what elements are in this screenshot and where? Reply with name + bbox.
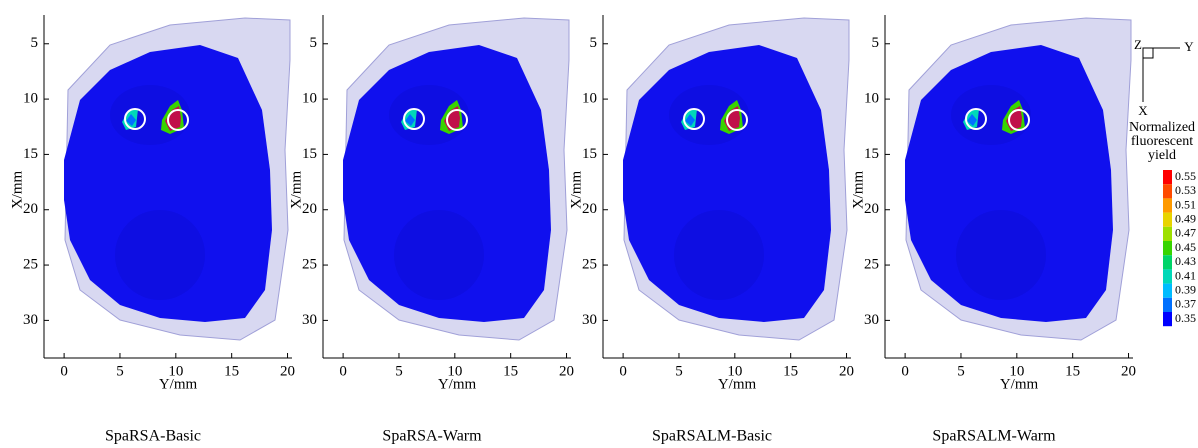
x-tick-label: 10: [727, 363, 742, 379]
colorbar-swatch: [1163, 212, 1172, 227]
y-tick-label: 30: [864, 312, 879, 328]
colorbar-title: Normalized: [1129, 120, 1195, 135]
y-tick-label: 25: [23, 256, 38, 272]
colorbar-swatch: [1163, 297, 1172, 312]
y-tick-label: 20: [864, 201, 879, 217]
colorbar-tick-label: 0.37: [1175, 297, 1196, 311]
y-tick-label: 15: [864, 146, 879, 162]
x-tick-label: 15: [224, 363, 239, 379]
y-tick-label: 15: [23, 146, 38, 162]
x-axis-label: Y/mm: [1000, 376, 1039, 392]
x-tick-label: 20: [280, 363, 295, 379]
y-tick-label: 10: [23, 91, 38, 107]
x-tick-label: 0: [60, 363, 68, 379]
y-tick-label: 10: [864, 91, 879, 107]
colorbar-swatch: [1163, 255, 1172, 270]
panel-title: SpaRSA-Basic: [105, 428, 201, 445]
colorbar-swatch: [1163, 312, 1172, 327]
y-axis-label: X/mm: [9, 171, 25, 210]
y-tick-label: 30: [23, 312, 38, 328]
x-tick-label: 20: [839, 363, 854, 379]
y-axis-label: X/mm: [850, 171, 866, 210]
colorbar-tick-label: 0.47: [1175, 226, 1196, 240]
colorbar-tick-label: 0.51: [1175, 197, 1196, 211]
x-tick-label: 0: [901, 363, 909, 379]
x-tick-label: 15: [1065, 363, 1080, 379]
colorbar-tick-label: 0.49: [1175, 211, 1196, 225]
y-tick-label: 30: [302, 312, 317, 328]
colorbar-tick-label: 0.55: [1175, 169, 1196, 183]
panel-title: SpaRSA-Warm: [382, 428, 482, 445]
y-tick-label: 30: [582, 312, 597, 328]
colorbar-tick-label: 0.45: [1175, 240, 1196, 254]
slice-image: [904, 17, 1132, 341]
x-tick-label: 0: [619, 363, 627, 379]
x-axis-label: Y/mm: [718, 376, 757, 392]
x-tick-label: 20: [559, 363, 574, 379]
y-tick-label: 5: [872, 35, 880, 51]
orient-y: Y: [1184, 39, 1194, 54]
colorbar-title: fluorescent: [1131, 134, 1193, 149]
colorbar-tick-label: 0.43: [1175, 254, 1196, 268]
orient-z: Z: [1134, 37, 1142, 52]
x-tick-label: 5: [395, 363, 403, 379]
orient-box: [1142, 47, 1154, 59]
x-axis-label: Y/mm: [159, 376, 198, 392]
x-tick-label: 5: [957, 363, 965, 379]
y-tick-label: 25: [864, 256, 879, 272]
y-tick-label: 20: [23, 201, 38, 217]
colorbar-swatch: [1163, 241, 1172, 256]
x-tick-label: 10: [1009, 363, 1024, 379]
y-axis-label: X/mm: [288, 171, 304, 210]
colorbar-swatch: [1163, 283, 1172, 298]
y-tick-label: 20: [302, 201, 317, 217]
y-tick-label: 5: [31, 35, 39, 51]
y-tick-label: 15: [582, 146, 597, 162]
colorbar-swatch: [1163, 198, 1172, 213]
y-tick-label: 20: [582, 201, 597, 217]
y-tick-label: 25: [582, 256, 597, 272]
colorbar-tick-label: 0.39: [1175, 282, 1196, 296]
x-tick-label: 20: [1121, 363, 1136, 379]
x-axis-label: Y/mm: [438, 376, 477, 392]
x-tick-label: 15: [503, 363, 518, 379]
y-tick-label: 10: [302, 91, 317, 107]
colorbar-swatch: [1163, 184, 1172, 199]
colorbar-tick-label: 0.41: [1175, 268, 1196, 282]
colorbar-swatch: [1163, 170, 1172, 185]
slice-image: [622, 17, 850, 341]
slice-image: [63, 17, 291, 341]
y-tick-label: 5: [310, 35, 318, 51]
y-tick-label: 5: [590, 35, 598, 51]
panel-title: SpaRSALM-Warm: [932, 428, 1056, 445]
panel-title: SpaRSALM-Basic: [652, 428, 772, 445]
colorbar-tick-label: 0.53: [1175, 183, 1196, 197]
x-tick-label: 5: [116, 363, 124, 379]
y-tick-label: 15: [302, 146, 317, 162]
orient-x: X: [1138, 103, 1148, 118]
x-tick-label: 15: [783, 363, 798, 379]
x-tick-label: 10: [447, 363, 462, 379]
colorbar-title: yield: [1148, 148, 1176, 163]
x-tick-label: 10: [168, 363, 183, 379]
x-tick-label: 5: [675, 363, 683, 379]
y-tick-label: 10: [582, 91, 597, 107]
y-tick-label: 25: [302, 256, 317, 272]
y-axis-label: X/mm: [568, 171, 584, 210]
colorbar-swatch: [1163, 226, 1172, 241]
colorbar-swatch: [1163, 269, 1172, 284]
x-tick-label: 0: [339, 363, 347, 379]
colorbar-tick-label: 0.35: [1175, 311, 1196, 325]
slice-image: [342, 17, 570, 341]
